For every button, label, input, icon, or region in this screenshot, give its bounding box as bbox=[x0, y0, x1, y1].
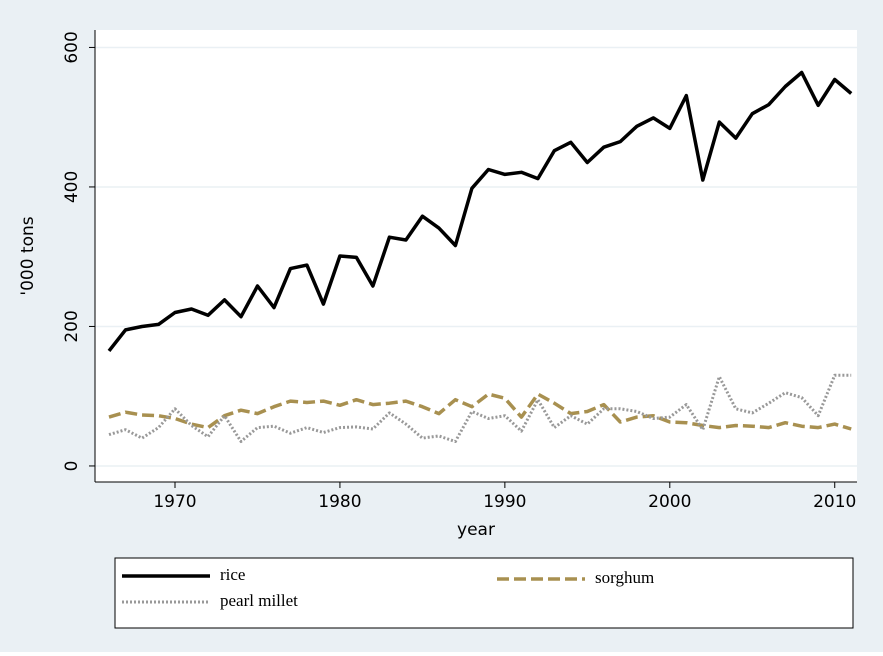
y-tick-label: 400 bbox=[62, 171, 82, 203]
x-tick-label: 2000 bbox=[648, 492, 691, 512]
x-tick-label: 2010 bbox=[813, 492, 856, 512]
y-axis-label: '000 tons bbox=[18, 216, 38, 295]
x-tick-label: 1970 bbox=[153, 492, 196, 512]
plot-area bbox=[95, 30, 857, 482]
series-line bbox=[108, 373, 852, 443]
legend bbox=[114, 557, 854, 629]
y-tick-label: 0 bbox=[62, 461, 82, 472]
series-line bbox=[107, 70, 853, 352]
y-tick-label: 200 bbox=[62, 310, 82, 342]
x-tick-label: 1980 bbox=[318, 492, 361, 512]
legend-label: pearl millet bbox=[220, 591, 298, 610]
x-axis-label: year bbox=[457, 520, 495, 540]
y-tick-label: 600 bbox=[62, 31, 82, 63]
legend-label: sorghum bbox=[595, 568, 654, 587]
x-tick-label: 1990 bbox=[483, 492, 526, 512]
series-line bbox=[108, 392, 852, 431]
legend-label: rice bbox=[220, 565, 245, 584]
